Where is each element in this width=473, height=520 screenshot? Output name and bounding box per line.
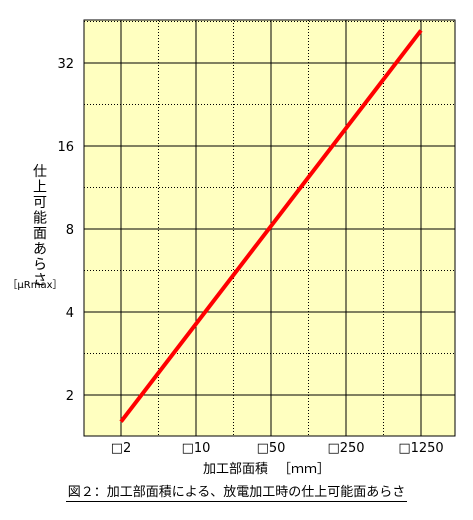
y-tick-label: 4 [66,306,74,321]
x-axis-ticks: □2 □10 □50 □250 □1250 [111,441,444,456]
y-tick-label: 32 [57,57,74,72]
figure-caption: 図２：加工部面積による、放電加工時の仕上可能面あらさ [0,481,473,502]
y-axis-label-char: 面 [33,226,47,242]
y-axis-label-char: さ [33,273,47,289]
y-axis-label-char: あ [33,242,47,258]
plot-border [83,19,456,437]
x-tick-label: □2 [111,441,132,456]
y-axis-unit: ［μRmax］ [7,279,62,291]
x-axis-unit: ［ｍｍ］ [278,462,330,477]
series-group [119,29,423,423]
x-axis-label: 加工部面積 [203,462,268,477]
x-tick-label: □1250 [398,441,443,456]
y-axis-label-char: 上 [33,180,47,196]
x-tick-label: □50 [257,441,286,456]
y-axis-label-char: 能 [33,211,47,227]
series-line [119,29,423,423]
x-tick-label: □250 [327,441,364,456]
y-axis-label-char: 仕 [33,164,47,180]
x-tick-label: □10 [182,441,211,456]
y-tick-label: 2 [66,389,74,404]
y-axis-label-char: 可 [33,195,47,211]
y-axis-label: 仕上可能面あらさ [33,164,47,289]
y-tick-label: 16 [57,140,74,155]
y-axis-ticks: 2 4 8 16 32 [57,57,74,404]
figure-caption-text: 図２：加工部面積による、放電加工時の仕上可能面あらさ [65,485,408,502]
y-axis-label-char: ら [33,257,47,273]
y-tick-label: 8 [66,223,74,238]
